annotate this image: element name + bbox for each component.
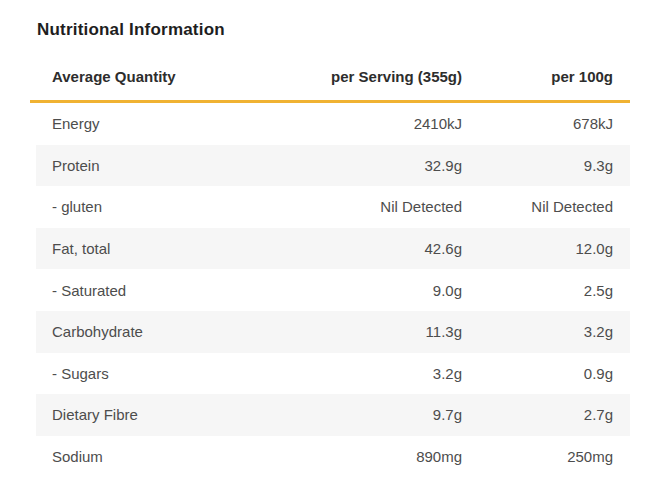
table-row: Protein32.9g9.3g [30,145,630,187]
table-body: Energy2410kJ678kJProtein32.9g9.3g- glute… [30,103,630,477]
column-header-per-serving: per Serving (355g) [287,68,462,85]
per-100g-value: 12.0g [462,240,613,257]
per-100g-value: 9.3g [462,157,613,174]
table-row: Dietary Fibre9.7g2.7g [30,394,630,436]
column-header-per-100g: per 100g [462,68,613,85]
nutrition-panel: Nutritional Information Average Quantity… [0,0,671,477]
per-serving-value: 11.3g [287,323,462,340]
per-serving-value: Nil Detected [287,198,462,215]
table-row: Sodium890mg250mg [30,436,630,478]
table-row: - Sugars3.2g0.9g [30,353,630,395]
nutrient-name: Carbohydrate [52,323,287,340]
nutrient-name: - Saturated [52,282,287,299]
nutrient-name: Energy [52,115,287,132]
per-100g-value: Nil Detected [462,198,613,215]
table-row: Carbohydrate11.3g3.2g [30,311,630,353]
nutrition-table: Average Quantity per Serving (355g) per … [30,53,630,477]
nutrient-name: - gluten [52,198,287,215]
nutrient-name: - Sugars [52,365,287,382]
page-title: Nutritional Information [37,20,671,40]
per-serving-value: 32.9g [287,157,462,174]
table-row: Fat, total42.6g12.0g [30,228,630,270]
per-serving-value: 890mg [287,448,462,465]
per-100g-value: 2.5g [462,282,613,299]
nutrient-name: Dietary Fibre [52,406,287,423]
per-serving-value: 2410kJ [287,115,462,132]
column-header-average-quantity: Average Quantity [52,68,287,85]
per-100g-value: 2.7g [462,406,613,423]
per-serving-value: 42.6g [287,240,462,257]
nutrient-name: Sodium [52,448,287,465]
per-serving-value: 9.0g [287,282,462,299]
per-serving-value: 9.7g [287,406,462,423]
per-100g-value: 250mg [462,448,613,465]
nutrient-name: Fat, total [52,240,287,257]
table-row: - glutenNil DetectedNil Detected [30,186,630,228]
table-row: - Saturated9.0g2.5g [30,269,630,311]
nutrient-name: Protein [52,157,287,174]
table-header-row: Average Quantity per Serving (355g) per … [30,53,630,103]
per-100g-value: 0.9g [462,365,613,382]
per-100g-value: 3.2g [462,323,613,340]
table-row: Energy2410kJ678kJ [30,103,630,145]
per-100g-value: 678kJ [462,115,613,132]
per-serving-value: 3.2g [287,365,462,382]
